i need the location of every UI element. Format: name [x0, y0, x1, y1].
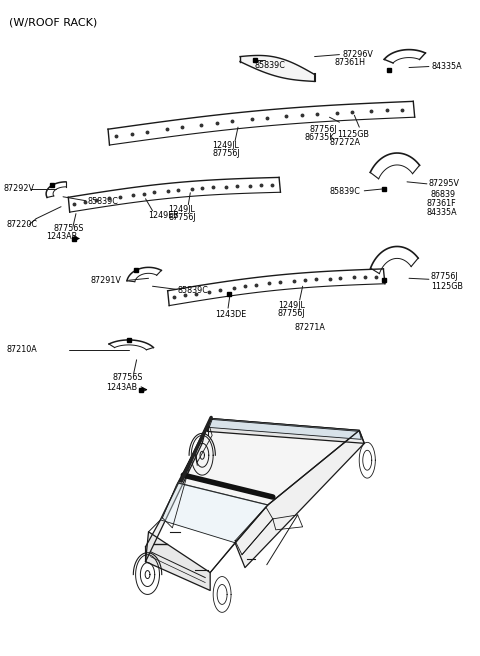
Text: 85839C: 85839C [88, 197, 119, 206]
Text: 1249EB: 1249EB [148, 211, 180, 220]
Text: 87756S: 87756S [53, 224, 84, 233]
Text: 87361H: 87361H [335, 58, 365, 67]
Text: 87756J: 87756J [310, 125, 337, 134]
Text: 87756J: 87756J [431, 272, 458, 281]
Polygon shape [235, 430, 364, 567]
Text: 1249JL: 1249JL [212, 140, 239, 150]
Text: 1249JL: 1249JL [168, 205, 195, 215]
Text: 1249JL: 1249JL [278, 300, 305, 310]
Text: 84335A: 84335A [427, 208, 457, 217]
Text: 1243AB: 1243AB [46, 232, 77, 241]
Text: 87291V: 87291V [91, 276, 122, 285]
Text: 87292V: 87292V [3, 184, 35, 194]
Polygon shape [209, 419, 361, 440]
Text: 87296V: 87296V [342, 50, 373, 59]
Text: 87361F: 87361F [427, 199, 456, 208]
Text: 85839C: 85839C [255, 61, 286, 70]
Text: 86735K: 86735K [305, 133, 335, 142]
Text: 84335A: 84335A [432, 62, 463, 71]
Text: (W/ROOF RACK): (W/ROOF RACK) [9, 18, 97, 28]
Text: 87295V: 87295V [429, 179, 460, 188]
Text: 1243DE: 1243DE [215, 310, 246, 319]
Text: 87272A: 87272A [329, 138, 360, 146]
Text: 87756J: 87756J [212, 148, 240, 157]
Text: 87756J: 87756J [168, 213, 196, 222]
Text: 87756J: 87756J [278, 308, 305, 318]
Text: 86839: 86839 [431, 190, 456, 199]
Text: 87271A: 87271A [295, 323, 325, 333]
Text: 1243AB: 1243AB [106, 383, 137, 392]
Polygon shape [145, 420, 210, 562]
Text: 87756S: 87756S [113, 373, 143, 382]
Text: 85839C: 85839C [329, 188, 360, 196]
Text: 85839C: 85839C [178, 286, 208, 295]
Polygon shape [160, 483, 268, 543]
Text: 87210A: 87210A [6, 345, 37, 354]
Text: 1125GB: 1125GB [431, 281, 463, 291]
Polygon shape [179, 419, 360, 505]
Text: 1125GB: 1125GB [337, 130, 370, 138]
Text: 87220C: 87220C [6, 220, 37, 229]
Polygon shape [145, 532, 210, 590]
Polygon shape [207, 419, 364, 443]
